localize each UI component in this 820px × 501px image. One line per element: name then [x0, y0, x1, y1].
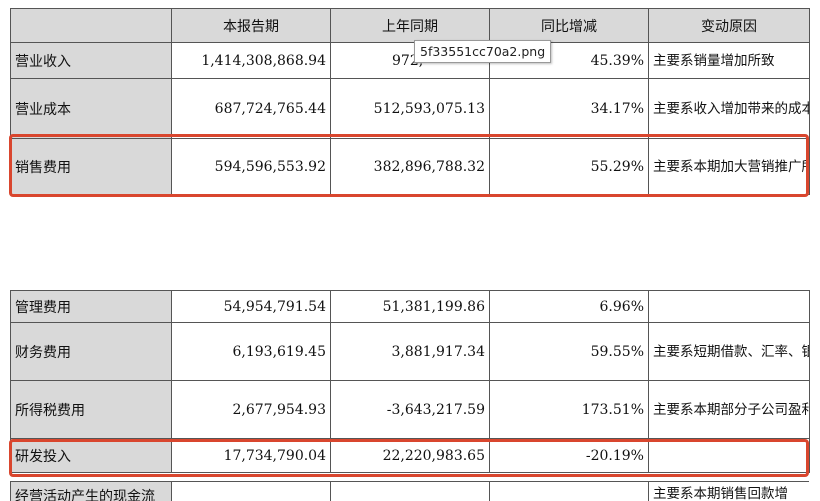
row-label: 营业成本 [10, 78, 172, 139]
change-value: -20.19% [489, 438, 649, 473]
prior-value [330, 481, 490, 501]
reason-text: 主要系收入增加带来的成本增加所致 [648, 78, 810, 139]
header-row: 本报告期 上年同期 同比增减 变动原因 [10, 8, 810, 43]
change-value: 6.96% [489, 290, 649, 323]
reason-text [648, 438, 810, 473]
row-label: 管理费用 [10, 290, 172, 323]
table-row: 管理费用 54,954,791.54 51,381,199.86 6.96% [10, 290, 810, 323]
income-table-top: 本报告期 上年同期 同比增减 变动原因 营业收入 1,414,308,868.9… [10, 8, 810, 195]
current-value: 594,596,553.92 [171, 138, 331, 195]
header-yoy-change: 同比增减 [489, 8, 649, 43]
prior-value: 3,881,917.34 [330, 322, 490, 381]
table-row-highlighted: 研发投入 17,734,790.04 22,220,983.65 -20.19% [10, 438, 810, 473]
current-value: 54,954,791.54 [171, 290, 331, 323]
prior-value: 22,220,983.65 [330, 438, 490, 473]
prior-value: 512,593,075.13 [330, 78, 490, 139]
reason-text: 主要系本期加大营销推广所致 [648, 138, 810, 195]
current-value [171, 481, 331, 501]
header-reason: 变动原因 [648, 8, 810, 43]
filename-tooltip: 5f33551cc70a2.png [414, 40, 552, 63]
row-label: 所得税费用 [10, 380, 172, 439]
table-row: 财务费用 6,193,619.45 3,881,917.34 59.55% 主要… [10, 322, 810, 381]
current-value: 2,677,954.93 [171, 380, 331, 439]
change-value: 173.51% [489, 380, 649, 439]
table-row: 所得税费用 2,677,954.93 -3,643,217.59 173.51%… [10, 380, 810, 439]
current-value: 6,193,619.45 [171, 322, 331, 381]
reason-text: 主要系短期借款、汇率、银行手续费变动所致 [648, 322, 810, 381]
change-value [489, 481, 649, 501]
reason-text: 主要系本期部分子公司盈利所致 [648, 380, 810, 439]
prior-value: 382,896,788.32 [330, 138, 490, 195]
table-row-highlighted: 销售费用 594,596,553.92 382,896,788.32 55.29… [10, 138, 810, 195]
table-row: 营业成本 687,724,765.44 512,593,075.13 34.17… [10, 78, 810, 139]
reason-text: 主要系本期销售回款增 [648, 481, 809, 501]
current-value: 17,734,790.04 [171, 438, 331, 473]
table-row-partial: 经营活动产生的现金流 主要系本期销售回款增 [10, 481, 809, 501]
cut-off-table: 经营活动产生的现金流 主要系本期销售回款增 [10, 481, 809, 501]
row-label: 销售费用 [10, 138, 172, 195]
header-item [10, 8, 172, 43]
cut-off-row-container: 经营活动产生的现金流 主要系本期销售回款增 [10, 481, 809, 501]
header-prior-period: 上年同期 [330, 8, 490, 43]
income-table-bottom: 管理费用 54,954,791.54 51,381,199.86 6.96% 财… [10, 290, 810, 473]
reason-text [648, 290, 810, 323]
prior-value: 51,381,199.86 [330, 290, 490, 323]
row-label: 研发投入 [10, 438, 172, 473]
table-row: 营业收入 1,414,308,868.94 972, 45.39% 主要系销量增… [10, 42, 810, 79]
row-label: 经营活动产生的现金流 [10, 481, 172, 501]
current-value: 1,414,308,868.94 [171, 42, 331, 79]
change-value: 55.29% [489, 138, 649, 195]
change-value: 34.17% [489, 78, 649, 139]
prior-value: -3,643,217.59 [330, 380, 490, 439]
reason-text: 主要系销量增加所致 [648, 42, 810, 79]
row-label: 财务费用 [10, 322, 172, 381]
current-value: 687,724,765.44 [171, 78, 331, 139]
change-value: 59.55% [489, 322, 649, 381]
header-current-period: 本报告期 [171, 8, 331, 43]
row-label: 营业收入 [10, 42, 172, 79]
